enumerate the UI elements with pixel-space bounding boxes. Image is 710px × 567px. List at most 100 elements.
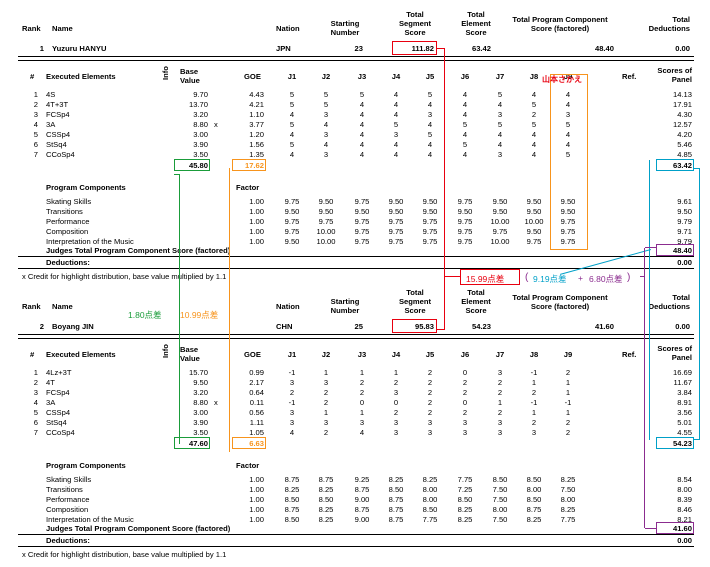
element-judge-score: 4 [289, 130, 295, 139]
component-name: Performance [46, 217, 90, 226]
element-goe: 0.64 [249, 388, 264, 397]
component-judge-score: 9.75 [422, 237, 438, 246]
orange-connector-a [229, 168, 230, 452]
component-judge-score: 9.50 [560, 197, 576, 206]
component-judge-score: 9.75 [560, 237, 576, 246]
skater-nation: CHN [276, 322, 293, 331]
starting-number-header-1: Starting [330, 19, 360, 28]
component-factor: 1.00 [249, 207, 264, 216]
component-judge-score: 10.00 [490, 217, 510, 226]
executed-elements-header: Executed Elements [46, 72, 116, 81]
component-name: Interpretation of the Music [46, 237, 134, 246]
element-base-value: 3.50 [193, 150, 208, 159]
component-judge-score: 7.75 [560, 515, 576, 524]
component-name: Interpretation of the Music [46, 515, 134, 524]
element-panel-score: 4.55 [677, 428, 692, 437]
component-judge-score: 9.75 [457, 227, 473, 236]
element-judge-score: 1 [531, 408, 537, 417]
element-judge-score: 5 [497, 90, 503, 99]
element-judge-score: 4 [393, 140, 399, 149]
cyan-diagonal [559, 249, 651, 275]
purple-connector-a [645, 247, 656, 248]
element-goe: 1.11 [249, 418, 264, 427]
component-factor: 1.00 [249, 237, 264, 246]
tes-header-1: Total [467, 288, 485, 297]
component-judge-score: 9.75 [318, 217, 334, 226]
base-value-header-1: Base [180, 345, 199, 354]
element-judge-score: 5 [427, 90, 433, 99]
component-judge-score: 8.25 [422, 475, 438, 484]
element-judge-score: 2 [323, 428, 329, 437]
element-name: FCSp4 [46, 388, 70, 397]
element-base-value: 3.00 [193, 408, 208, 417]
tss-header-2: Segment [398, 19, 432, 28]
component-judge-score: 7.50 [560, 485, 576, 494]
element-judge-score: 2 [427, 378, 433, 387]
element-judge-score: 4 [393, 100, 399, 109]
element-judge-score: 3 [323, 110, 329, 119]
element-judge-score: 4 [359, 110, 365, 119]
element-judge-score: 5 [289, 100, 295, 109]
element-number: 1 [33, 368, 38, 377]
element-judge-score: 0 [462, 398, 468, 407]
component-judge-score: 9.75 [388, 217, 404, 226]
element-name: FCSp4 [46, 110, 70, 119]
element-judge-score: 2 [565, 368, 571, 377]
component-judge-score: 8.50 [284, 515, 300, 524]
component-name: Skating Skills [46, 475, 92, 484]
scores-of-panel-header-2: Panel [671, 75, 692, 84]
judges-total-label: Judges Total Program Component Score (fa… [46, 246, 231, 255]
component-judge-score: 9.50 [560, 207, 576, 216]
tes-header-2: Element [461, 19, 491, 28]
element-judge-score: 5 [289, 140, 295, 149]
program-components-header: Program Components [46, 461, 126, 470]
element-panel-score: 16.69 [672, 368, 692, 377]
base-value-total: 47.60 [188, 439, 208, 448]
element-judge-score: 3 [393, 388, 399, 397]
skater-rank: 1 [39, 44, 44, 53]
component-judge-score: 8.25 [318, 515, 334, 524]
element-judge-score: 0 [462, 368, 468, 377]
element-judge-score: 5 [393, 120, 399, 129]
element-judge-score: 4 [427, 150, 433, 159]
element-judge-score: 3 [393, 418, 399, 427]
diff-base-label: 1.80点差 [128, 310, 162, 320]
paren-close: ) [627, 272, 631, 283]
component-judge-score: 9.75 [284, 227, 300, 236]
element-judge-score: 2 [427, 368, 433, 377]
element-judge-score: 1 [323, 368, 329, 377]
component-judge-score: 8.00 [492, 505, 508, 514]
skater-name: Yuzuru HANYU [52, 44, 107, 53]
element-judge-score: 4 [359, 130, 365, 139]
element-judge-score: 2 [497, 408, 503, 417]
element-judge-score: 4 [427, 140, 433, 149]
skater-tes: 54.23 [471, 322, 491, 331]
element-judge-score: 1 [323, 408, 329, 417]
element-judge-score: 5 [427, 130, 433, 139]
element-judge-score: 4 [359, 150, 365, 159]
skater-starting-number: 23 [354, 44, 363, 53]
component-judge-score: 9.50 [318, 197, 334, 206]
element-judge-score: 1 [565, 388, 571, 397]
component-judge-score: 9.75 [492, 227, 508, 236]
element-base-value: 9.70 [193, 90, 208, 99]
component-judge-score: 8.75 [388, 515, 404, 524]
red-connector-d [444, 276, 445, 330]
element-panel-score: 8.91 [677, 398, 692, 407]
component-panel-score: 8.39 [677, 495, 692, 504]
element-judge-score: 2 [531, 110, 537, 119]
element-panel-score: 17.91 [672, 100, 692, 109]
plus-sign: + [578, 273, 583, 283]
component-judge-score: 9.50 [422, 207, 438, 216]
component-judge-score: 9.75 [422, 217, 438, 226]
component-name: Composition [46, 227, 89, 236]
starting-number-header-2: Number [330, 306, 360, 315]
judge-header-j9: J9 [563, 72, 573, 81]
component-factor: 1.00 [249, 475, 264, 484]
deductions-header-1: Total [672, 293, 690, 302]
skater-nation: JPN [276, 44, 291, 53]
component-judge-score: 8.00 [526, 485, 542, 494]
element-goe: 4.43 [249, 90, 264, 99]
element-goe: 1.35 [249, 150, 264, 159]
deductions-label: Deductions: [46, 258, 90, 267]
